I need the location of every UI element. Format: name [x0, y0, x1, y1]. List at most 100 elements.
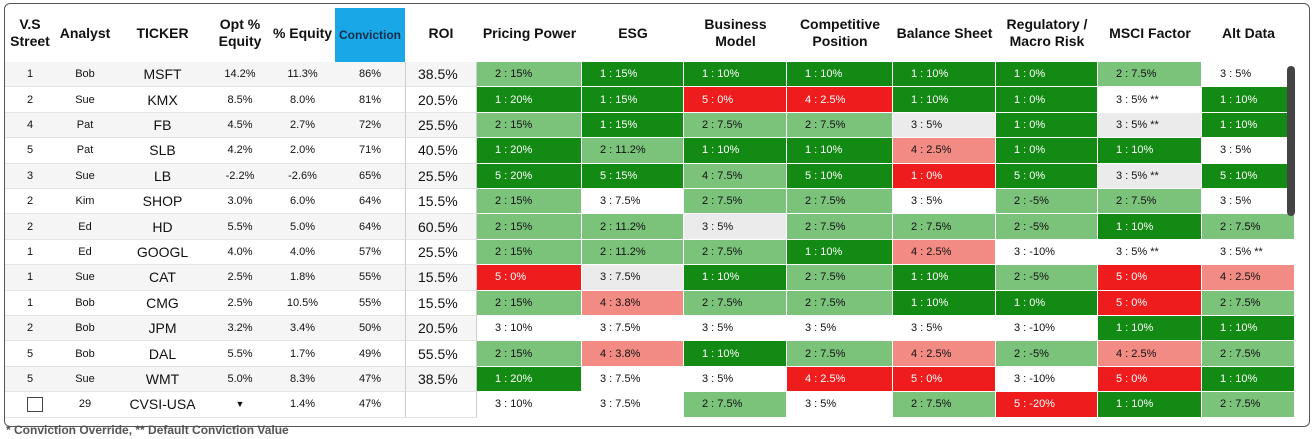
cell-balance-sheet[interactable]: 2 : 7.5% [893, 392, 996, 418]
cell-competitive-position[interactable]: 2 : 7.5% [787, 290, 893, 316]
cell-msci[interactable]: 5 : 0% [1098, 290, 1202, 316]
col-ticker[interactable]: TICKER [115, 4, 210, 62]
row-checkbox[interactable] [27, 397, 43, 413]
col-opt-equity[interactable]: Opt % Equity [210, 4, 270, 62]
cell-balance-sheet[interactable]: 1 : 0% [893, 163, 996, 189]
cell-esg[interactable]: 2 : 11.2% [582, 214, 684, 240]
col-esg[interactable]: ESG [582, 4, 684, 62]
cell-business-model[interactable]: 2 : 7.5% [684, 112, 787, 139]
cell-regulatory[interactable]: 3 : -10% [996, 239, 1098, 266]
cell-esg[interactable]: 3 : 7.5% [582, 392, 684, 418]
cell-regulatory[interactable]: 2 : -5% [996, 265, 1098, 291]
cell-business-model[interactable]: 2 : 7.5% [684, 392, 787, 418]
cell-msci[interactable]: 5 : 0% [1098, 366, 1202, 393]
cell-regulatory[interactable]: 5 : 0% [996, 163, 1098, 189]
cell-competitive-position[interactable]: 1 : 10% [787, 239, 893, 266]
cell-regulatory[interactable]: 1 : 0% [996, 62, 1098, 88]
cell-msci[interactable]: 3 : 5% ** [1098, 87, 1202, 113]
vertical-scrollbar[interactable] [1287, 66, 1295, 216]
cell-business-model[interactable]: 2 : 7.5% [684, 239, 787, 266]
cell-pricing-power[interactable]: 1 : 20% [477, 366, 582, 393]
cell-msci[interactable]: 3 : 5% ** [1098, 112, 1202, 139]
cell-msci[interactable]: 2 : 7.5% [1098, 62, 1202, 88]
cell-competitive-position[interactable]: 4 : 2.5% [787, 366, 893, 393]
table-row[interactable]: 3 Sue LB -2.2% -2.6% 65% 25.5% 5 : 20% 5 : 15% 4 … [5, 163, 1309, 189]
cell-msci[interactable]: 1 : 10% [1098, 138, 1202, 164]
cell-pricing-power[interactable]: 3 : 10% [477, 392, 582, 418]
col-regulatory[interactable]: Regulatory / Macro Risk [996, 4, 1098, 62]
cell-msci[interactable]: 1 : 10% [1098, 392, 1202, 418]
cell-msci[interactable]: 5 : 0% [1098, 265, 1202, 291]
cell-competitive-position[interactable]: 2 : 7.5% [787, 341, 893, 367]
cell-pricing-power[interactable]: 2 : 15% [477, 341, 582, 367]
cell-competitive-position[interactable]: 2 : 7.5% [787, 265, 893, 291]
cell-competitive-position[interactable]: 2 : 7.5% [787, 189, 893, 215]
cell-esg[interactable]: 3 : 7.5% [582, 189, 684, 215]
cell-esg[interactable]: 2 : 11.2% [582, 239, 684, 266]
table-row[interactable]: 1 Sue CAT 2.5% 1.8% 55% 15.5% 5 : 0% 3 : 7.5% 1 :… [5, 265, 1309, 291]
cell-pricing-power[interactable]: 3 : 10% [477, 316, 582, 342]
cell-alt-data[interactable]: 3 : 5% [1202, 138, 1295, 164]
cell-esg[interactable]: 1 : 15% [582, 62, 684, 88]
cell-balance-sheet[interactable]: 3 : 5% [893, 189, 996, 215]
cell-esg[interactable]: 3 : 7.5% [582, 316, 684, 342]
col-vs-street[interactable]: V.S Street [5, 4, 55, 62]
cell-regulatory[interactable]: 5 : -20% [996, 392, 1098, 418]
cell-regulatory[interactable]: 2 : -5% [996, 341, 1098, 367]
cell-regulatory[interactable]: 1 : 0% [996, 290, 1098, 316]
cell-pricing-power[interactable]: 2 : 15% [477, 214, 582, 240]
cell-esg[interactable]: 2 : 11.2% [582, 138, 684, 164]
cell-balance-sheet[interactable]: 4 : 2.5% [893, 138, 996, 164]
cell-business-model[interactable]: 2 : 7.5% [684, 290, 787, 316]
cell-msci[interactable]: 4 : 2.5% [1098, 341, 1202, 367]
cell-balance-sheet[interactable]: 2 : 7.5% [893, 214, 996, 240]
cell-alt-data[interactable]: 2 : 7.5% [1202, 290, 1295, 316]
cell-competitive-position[interactable]: 3 : 5% [787, 392, 893, 418]
table-row[interactable]: 5 Pat SLB 4.2% 2.0% 71% 40.5% 1 : 20% 2 : 11.2% 1… [5, 138, 1309, 164]
cell-business-model[interactable]: 1 : 10% [684, 341, 787, 367]
cell-pricing-power[interactable]: 1 : 20% [477, 87, 582, 113]
cell-msci[interactable]: 3 : 5% ** [1098, 163, 1202, 189]
cell-regulatory[interactable]: 2 : -5% [996, 189, 1098, 215]
cell-msci[interactable]: 1 : 10% [1098, 214, 1202, 240]
cell-regulatory[interactable]: 3 : -10% [996, 316, 1098, 342]
cell-balance-sheet[interactable]: 3 : 5% [893, 316, 996, 342]
cell-competitive-position[interactable]: 2 : 7.5% [787, 112, 893, 139]
cell-business-model[interactable]: 3 : 5% [684, 366, 787, 393]
cell-esg[interactable]: 4 : 3.8% [582, 341, 684, 367]
cell-alt-data[interactable]: 1 : 10% [1202, 112, 1295, 139]
table-row[interactable]: 2 Sue KMX 8.5% 8.0% 81% 20.5% 1 : 20% 1 : 15% 5 :… [5, 87, 1309, 113]
cell-msci[interactable]: 3 : 5% ** [1098, 239, 1202, 266]
col-pricing-power[interactable]: Pricing Power [477, 4, 582, 62]
col-conviction[interactable]: Conviction [335, 8, 405, 62]
cell-balance-sheet[interactable]: 1 : 10% [893, 290, 996, 316]
cell-business-model[interactable]: 3 : 5% [684, 214, 787, 240]
cell-regulatory[interactable]: 2 : -5% [996, 214, 1098, 240]
cell-esg[interactable]: 4 : 3.8% [582, 290, 684, 316]
cell-business-model[interactable]: 5 : 0% [684, 87, 787, 113]
table-row[interactable]: 5 Bob DAL 5.5% 1.7% 49% 55.5% 2 : 15% 4 : 3.8% 1 … [5, 341, 1309, 367]
cell-balance-sheet[interactable]: 4 : 2.5% [893, 341, 996, 367]
cell-balance-sheet[interactable]: 1 : 10% [893, 62, 996, 88]
cell-alt-data[interactable]: 1 : 10% [1202, 366, 1295, 393]
cell-alt-data[interactable]: 5 : 10% [1202, 163, 1295, 189]
cell-esg[interactable]: 1 : 15% [582, 112, 684, 139]
cell-balance-sheet[interactable]: 5 : 0% [893, 366, 996, 393]
cell-competitive-position[interactable]: 5 : 10% [787, 163, 893, 189]
table-row[interactable]: 1 Bob CMG 2.5% 10.5% 55% 15.5% 2 : 15% 4 : 3.8% 2… [5, 290, 1309, 316]
cell-pricing-power[interactable]: 1 : 20% [477, 138, 582, 164]
cell-balance-sheet[interactable]: 3 : 5% [893, 112, 996, 139]
table-row[interactable]: 2 Kim SHOP 3.0% 6.0% 64% 15.5% 2 : 15% 3 : 7.5% 2… [5, 189, 1309, 215]
cell-regulatory[interactable]: 1 : 0% [996, 112, 1098, 139]
cell-esg[interactable]: 3 : 7.5% [582, 265, 684, 291]
table-row[interactable]: 2 Bob JPM 3.2% 3.4% 50% 20.5% 3 : 10% 3 : 7.5% 3 … [5, 316, 1309, 342]
col-competitive-position[interactable]: Competitive Position [787, 4, 893, 62]
cell-esg[interactable]: 5 : 15% [582, 163, 684, 189]
table-row[interactable]: 2 Ed HD 5.5% 5.0% 64% 60.5% 2 : 15% 2 : 11.2% 3 :… [5, 214, 1309, 240]
col-business-model[interactable]: Business Model [684, 4, 787, 62]
col-roi[interactable]: ROI [405, 4, 477, 62]
cell-business-model[interactable]: 1 : 10% [684, 265, 787, 291]
cell-regulatory[interactable]: 3 : -10% [996, 366, 1098, 393]
col-msci[interactable]: MSCI Factor [1098, 4, 1202, 62]
cell-alt-data[interactable]: 1 : 10% [1202, 316, 1295, 342]
